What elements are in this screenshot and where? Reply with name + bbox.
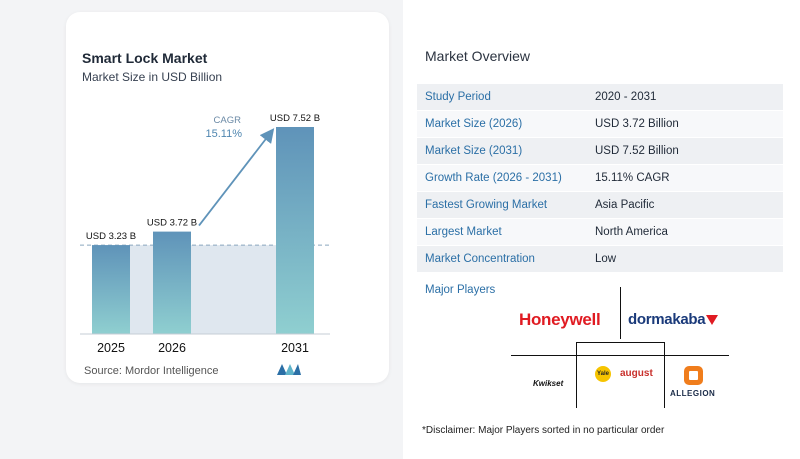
row-value: USD 7.52 Billion: [595, 145, 679, 157]
data-label: USD 7.52 B: [270, 113, 320, 124]
x-tick-label: 2031: [281, 341, 309, 355]
mordor-logo-icon: [277, 364, 301, 375]
row-value: North America: [595, 226, 668, 238]
allegion-logo: ALLEGION: [670, 389, 716, 398]
row-label: Largest Market: [425, 226, 502, 238]
bar-chart: USD 3.23 B 2025 USD 3.72 B 2026 USD 7.52 B 20…: [80, 113, 330, 355]
data-label: USD 3.72 B: [147, 218, 197, 229]
overview-row: Market Size (2026) USD 3.72 Billion: [417, 111, 783, 138]
chart-title: Smart Lock Market: [82, 50, 208, 66]
overview-row: Fastest Growing Market Asia Pacific: [417, 192, 783, 219]
bar: [92, 245, 130, 334]
august-logo: august: [620, 368, 653, 379]
dormakaba-logo: dormakaba: [628, 311, 719, 328]
bar: [153, 231, 191, 334]
overview-row: Study Period 2020 - 2031: [417, 84, 783, 111]
x-tick-label: 2026: [158, 341, 186, 355]
row-label: Market Size (2026): [425, 118, 523, 130]
major-players-title: Major Players: [425, 284, 496, 296]
chart-subtitle: Market Size in USD Billion: [82, 70, 223, 84]
allegion-mark-icon: [684, 366, 703, 385]
overview-row: Growth Rate (2026 - 2031) 15.11% CAGR: [417, 165, 783, 192]
divider-line: [511, 355, 729, 356]
disclaimer-text: *Disclaimer: Major Players sorted in no …: [422, 425, 665, 436]
data-label: USD 3.23 B: [86, 231, 136, 242]
row-label: Growth Rate (2026 - 2031): [425, 172, 562, 184]
overview-row: Market Concentration Low: [417, 246, 783, 273]
row-label: Market Size (2031): [425, 145, 523, 157]
overview-row: Largest Market North America: [417, 219, 783, 246]
divider-line: [576, 342, 577, 408]
kwikset-logo: Kwikset: [533, 379, 564, 388]
cagr-label: CAGR: [214, 115, 242, 126]
cagr-value: 15.11%: [206, 128, 243, 140]
row-label: Study Period: [425, 91, 491, 103]
divider-line: [620, 287, 621, 339]
row-value: Asia Pacific: [595, 199, 655, 211]
dormakaba-logo-text: dormakaba: [628, 311, 706, 328]
row-value: 2020 - 2031: [595, 91, 657, 103]
overview-row: Market Size (2031) USD 7.52 Billion: [417, 138, 783, 165]
x-tick-label: 2025: [97, 341, 125, 355]
divider-line: [576, 342, 665, 343]
dormakaba-mark-icon: [706, 315, 719, 325]
cagr-arrow: [198, 128, 275, 227]
overview-table: Study Period 2020 - 2031 Market Size (20…: [417, 84, 783, 273]
row-label: Market Concentration: [425, 253, 535, 265]
row-value: Low: [595, 253, 617, 265]
source-text: Source: Mordor Intelligence: [84, 365, 219, 377]
overview-title: Market Overview: [425, 48, 531, 64]
row-label: Fastest Growing Market: [425, 199, 548, 211]
yale-logo: Yale: [595, 366, 611, 382]
row-value: USD 3.72 Billion: [595, 118, 679, 130]
bar: [276, 127, 314, 334]
row-value: 15.11% CAGR: [595, 172, 670, 184]
honeywell-logo: Honeywell: [519, 310, 601, 329]
divider-line: [664, 342, 665, 408]
